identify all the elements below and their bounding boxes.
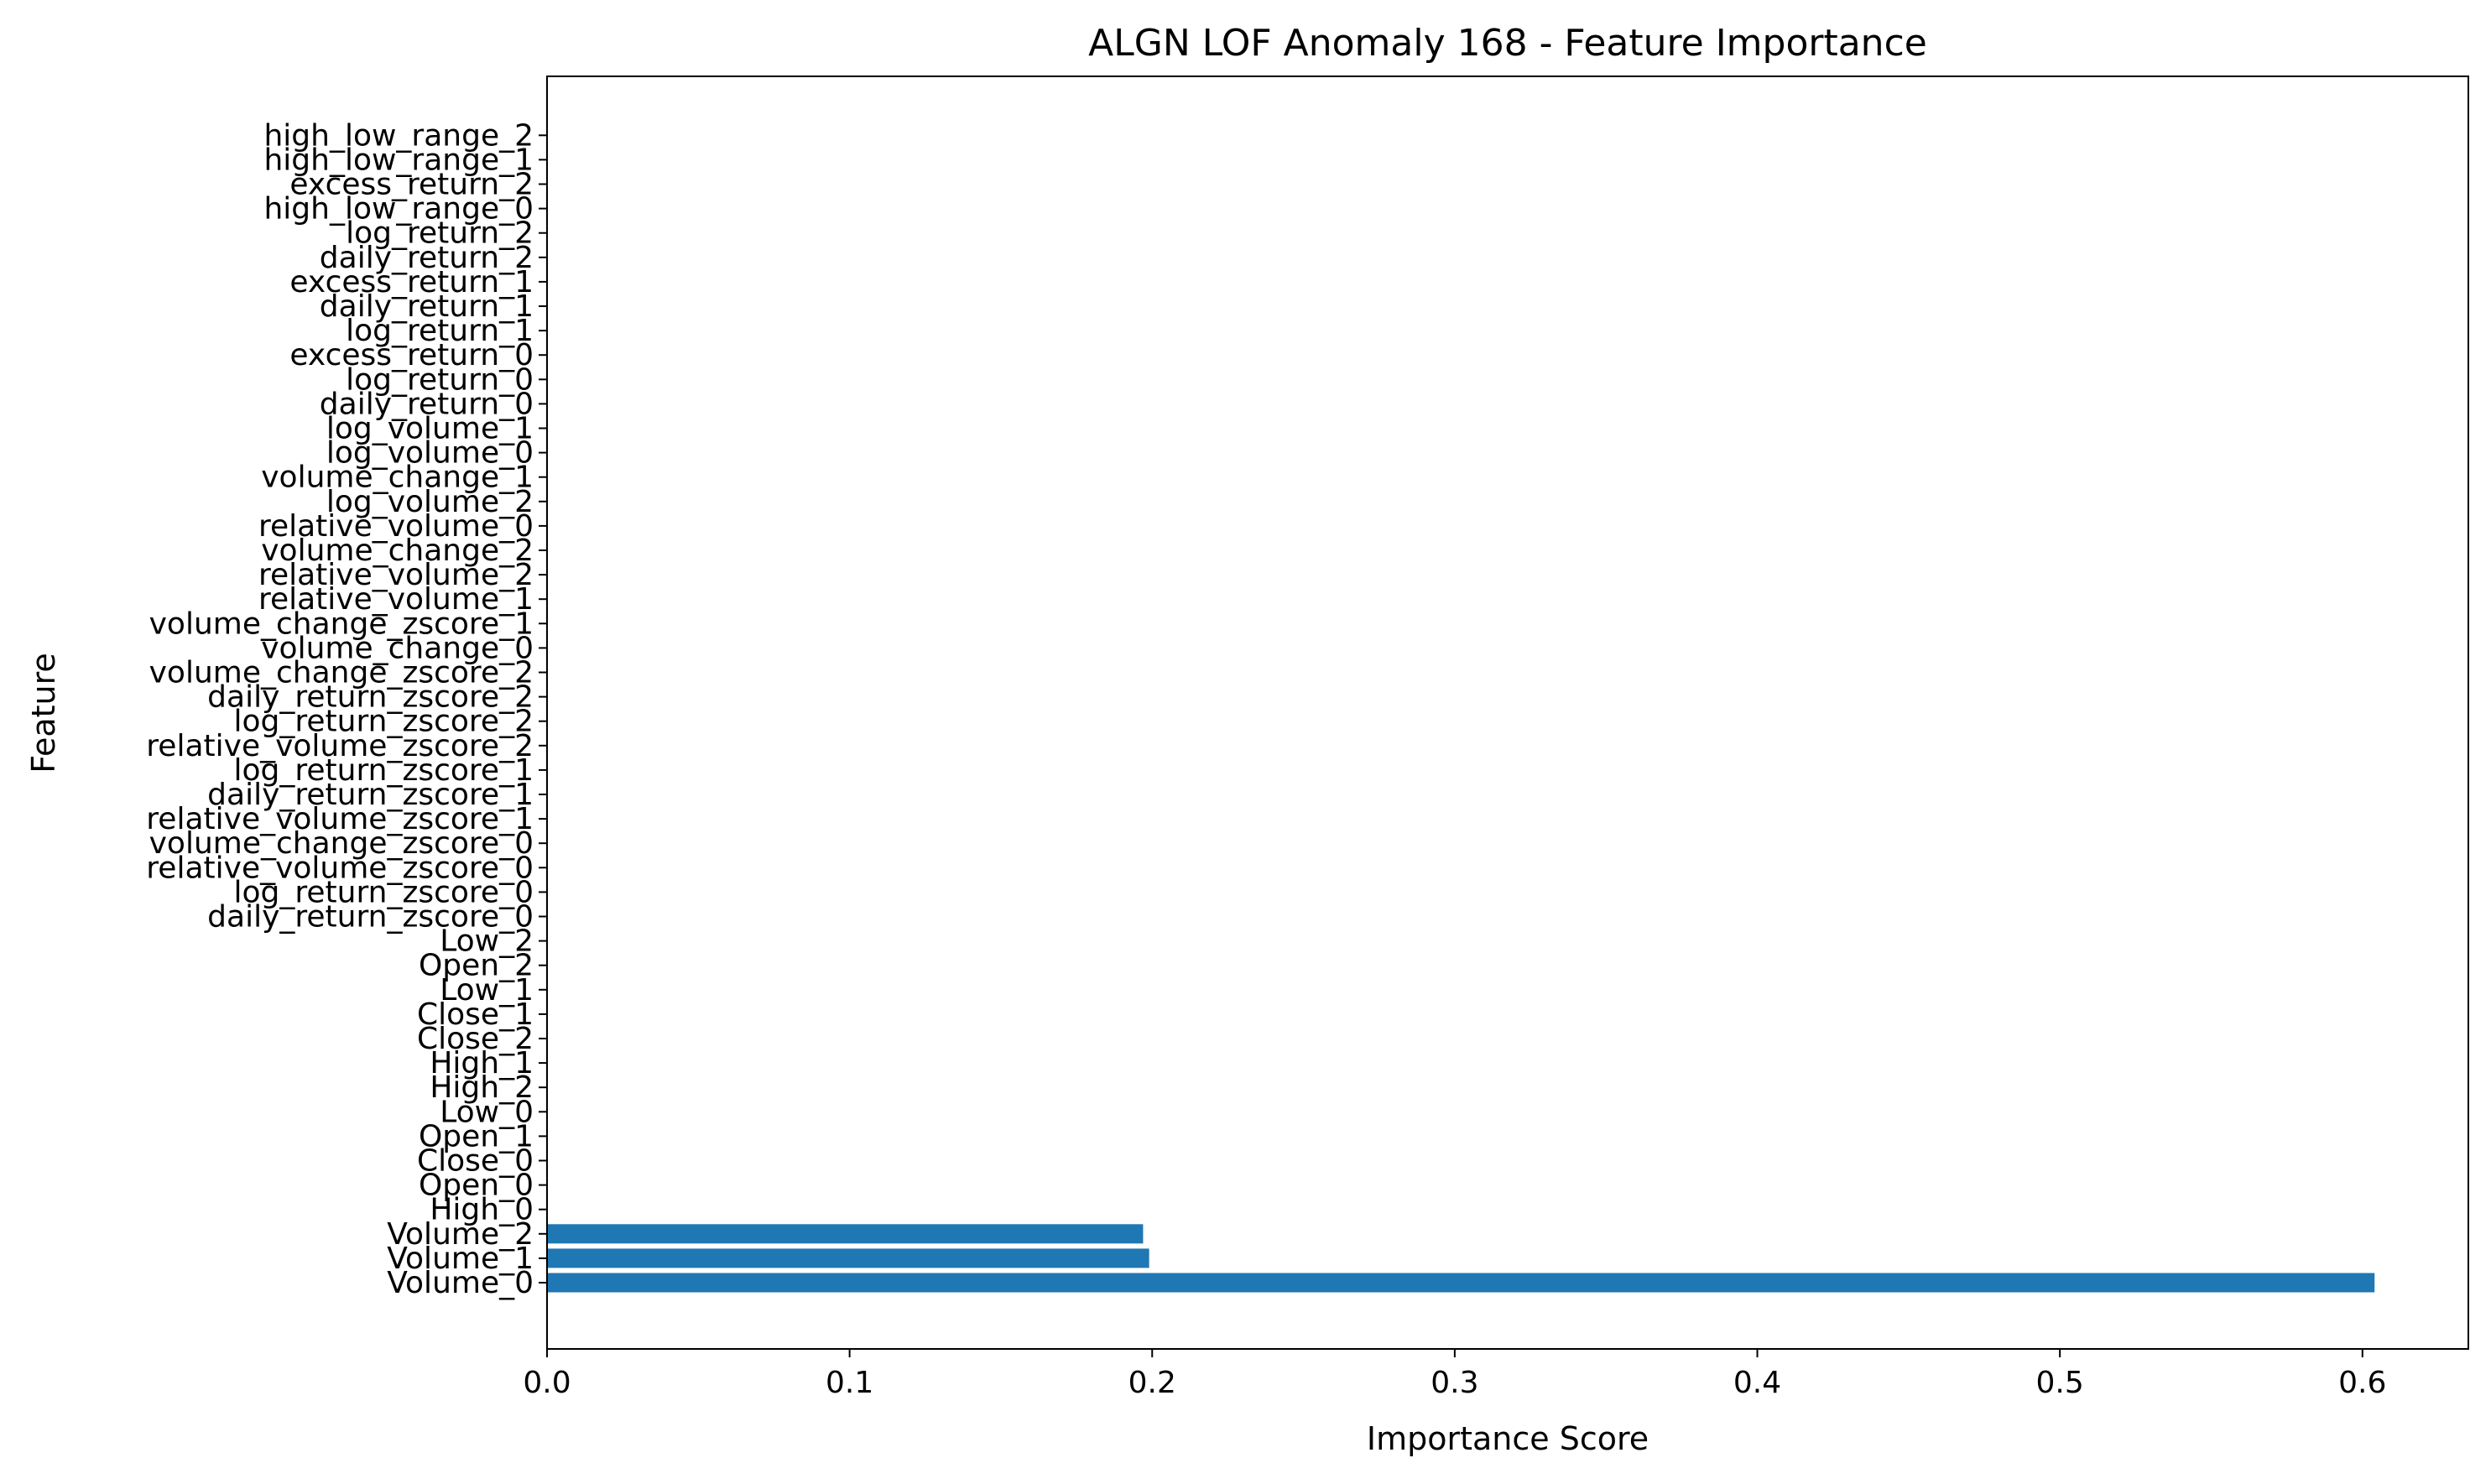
y-tick-label: Volume_1 <box>387 1242 534 1276</box>
y-tick-label: excess_return_2 <box>289 168 534 202</box>
x-tick-label: 0.2 <box>1128 1366 1176 1400</box>
y-tick-label: log_return_zscore_2 <box>234 705 534 739</box>
y-tick-label: Volume_0 <box>387 1266 534 1300</box>
y-tick-label: daily_return_zscore_2 <box>207 680 534 715</box>
y-tick-label: volume_change_0 <box>261 631 534 665</box>
y-tick-label: High_2 <box>430 1070 534 1105</box>
x-ticks-group: 0.0 0.1 0.2 0.3 0.4 0.5 0.6 <box>523 1349 2386 1400</box>
y-axis-label: Feature <box>25 653 62 773</box>
x-tick-label: 0.3 <box>1431 1366 1478 1400</box>
y-tick-label: volume_change_zscore_0 <box>149 826 534 861</box>
y-tick-label: Volume_2 <box>387 1217 534 1252</box>
y-tick-label: relative_volume_1 <box>258 582 534 617</box>
y-tick-label: volume_change_zscore_1 <box>149 607 534 641</box>
y-tick-label: Low_0 <box>440 1095 534 1129</box>
bar-Volume_1 <box>547 1248 1149 1268</box>
bar-Volume_2 <box>547 1224 1144 1244</box>
y-tick-label: relative_volume_zscore_0 <box>146 851 534 885</box>
y-tick-label: relative_volume_zscore_1 <box>146 802 534 836</box>
x-tick-label: 0.4 <box>1733 1366 1781 1400</box>
y-tick-label: log_return_2 <box>346 216 534 251</box>
y-tick-label: high_low_range_1 <box>263 143 534 177</box>
y-tick-label: log_volume_0 <box>326 436 534 471</box>
x-tick-label: 0.0 <box>523 1366 571 1400</box>
y-tick-label: daily_return_zscore_0 <box>207 900 534 935</box>
x-axis-label: Importance Score <box>1367 1420 1649 1457</box>
y-tick-label: relative_volume_zscore_2 <box>146 729 534 763</box>
y-tick-label: excess_return_0 <box>289 338 534 372</box>
y-tick-label: log_return_zscore_1 <box>234 753 534 788</box>
x-tick-label: 0.6 <box>2338 1366 2386 1400</box>
y-tick-label: log_return_0 <box>346 362 534 397</box>
y-tick-label: Close_2 <box>417 1022 534 1056</box>
y-tick-label: High_0 <box>430 1193 534 1227</box>
y-tick-label: Open_2 <box>419 949 534 983</box>
y-tick-label: relative_volume_2 <box>258 558 534 592</box>
y-tick-label: daily_return_1 <box>320 289 534 324</box>
bars-group <box>547 1224 2375 1293</box>
y-tick-label: Close_1 <box>417 997 534 1032</box>
y-ticks-group: Volume_0Volume_1Volume_2High_0Open_0Clos… <box>146 118 547 1300</box>
bar-Volume_0 <box>547 1273 2375 1293</box>
y-tick-label: relative_volume_0 <box>258 509 534 544</box>
y-tick-label: high_low_range_0 <box>263 192 534 227</box>
y-tick-label: daily_return_0 <box>320 387 534 421</box>
y-tick-label: log_return_1 <box>346 314 534 348</box>
y-tick-label: volume_change_1 <box>261 461 534 495</box>
y-tick-label: Low_2 <box>440 924 534 959</box>
x-tick-label: 0.1 <box>826 1366 873 1400</box>
y-tick-label: daily_return_2 <box>320 241 534 275</box>
y-tick-label: volume_change_2 <box>261 534 534 568</box>
x-tick-label: 0.5 <box>2036 1366 2084 1400</box>
y-tick-label: Close_0 <box>417 1144 534 1179</box>
y-tick-label: log_volume_2 <box>326 485 534 519</box>
y-tick-label: daily_return_zscore_1 <box>207 778 534 812</box>
y-tick-label: High_1 <box>430 1046 534 1080</box>
y-tick-label: high_low_range_2 <box>263 118 534 153</box>
y-tick-label: excess_return_1 <box>289 265 534 299</box>
y-tick-label: Open_0 <box>419 1169 534 1203</box>
y-tick-label: volume_change_zscore_2 <box>149 656 534 690</box>
y-tick-label: Open_1 <box>419 1119 534 1153</box>
chart-title: ALGN LOF Anomaly 168 - Feature Importanc… <box>1088 22 1927 65</box>
y-tick-label: log_return_zscore_0 <box>234 875 534 909</box>
y-tick-label: log_volume_1 <box>326 412 534 446</box>
plot-frame <box>546 76 2469 1350</box>
y-tick-label: Low_1 <box>440 973 534 1008</box>
